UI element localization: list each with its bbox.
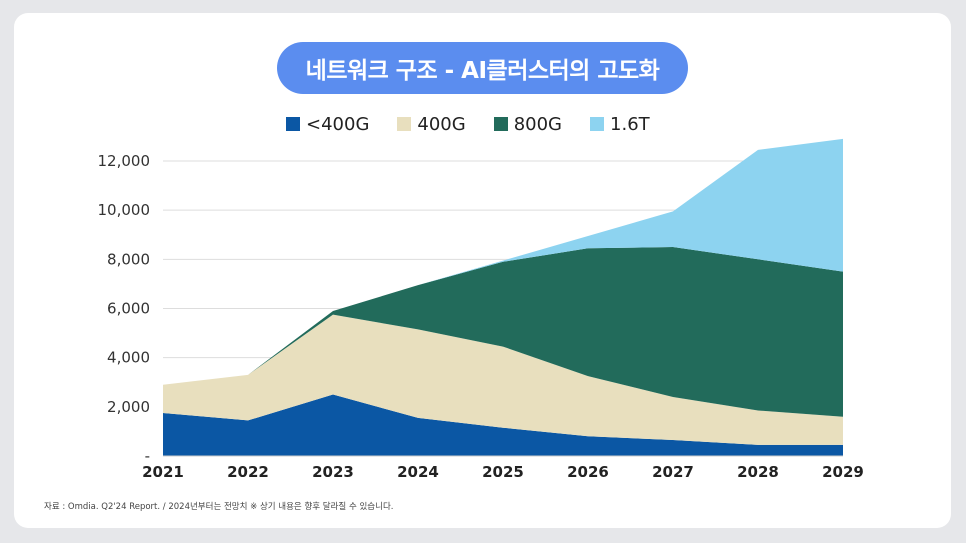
y-tick-label: 6,000 xyxy=(107,300,150,318)
x-tick-label: 2028 xyxy=(737,463,779,481)
legend-item-lt400g: <400G xyxy=(286,114,369,135)
legend-item-1-6t: 1.6T xyxy=(590,114,650,135)
y-tick-label: 2,000 xyxy=(107,398,150,416)
x-tick-label: 2021 xyxy=(142,463,184,481)
area-series-2 xyxy=(163,247,843,417)
footnote: 자료 : Omdia. Q2'24 Report. / 2024년부터는 전망치… xyxy=(44,502,394,512)
legend-label-lt400g: <400G xyxy=(306,113,370,135)
chart-title: 네트워크 구조 - AI클러스터의 고도화 xyxy=(277,42,688,94)
legend-label-400g: 400G xyxy=(417,113,466,135)
y-tick-label: 8,000 xyxy=(107,250,150,268)
y-tick-label: 12,000 xyxy=(98,152,151,170)
x-tick-label: 2023 xyxy=(312,463,354,481)
y-tick-label: - xyxy=(145,447,150,465)
area-series-3 xyxy=(163,138,843,385)
legend-item-400g: 400G xyxy=(397,113,466,135)
x-tick-label: 2024 xyxy=(397,463,439,481)
area-series-0 xyxy=(163,394,843,456)
legend-swatch-800g xyxy=(493,117,508,131)
area-series-1 xyxy=(163,314,843,445)
x-tick-label: 2029 xyxy=(822,463,864,481)
legend-swatch-400g xyxy=(397,117,412,131)
x-tick-label: 2022 xyxy=(227,463,269,481)
legend-swatch-lt400g xyxy=(286,117,300,131)
y-tick-label: 10,000 xyxy=(98,201,151,219)
x-tick-label: 2027 xyxy=(652,463,694,481)
y-tick-label: 4,000 xyxy=(107,349,150,367)
x-tick-label: 2025 xyxy=(482,463,524,481)
legend-swatch-1-6t xyxy=(590,117,605,131)
legend-item-800g: 800G xyxy=(493,113,563,135)
legend-label-1-6t: 1.6T xyxy=(610,113,650,135)
legend-label-800g: 800G xyxy=(513,113,563,135)
legend: <400G 400G 800G 1.6T xyxy=(286,112,678,136)
x-tick-label: 2026 xyxy=(567,463,609,481)
